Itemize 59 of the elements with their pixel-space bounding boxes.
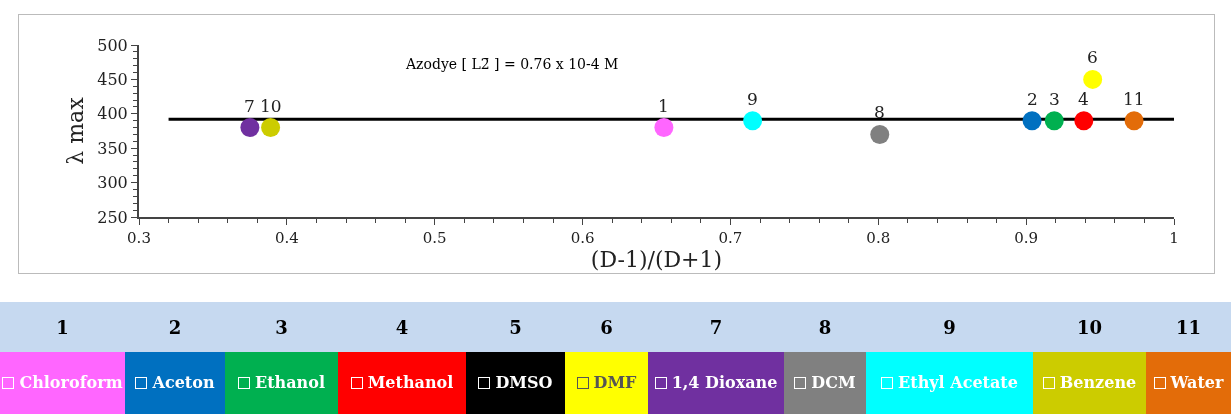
y-axis-title: λ max xyxy=(62,96,88,165)
point xyxy=(240,118,260,138)
text: 8 xyxy=(818,316,832,338)
x-tick-label: 0.8 xyxy=(866,229,891,247)
text: 11 xyxy=(1175,316,1202,338)
annotation: 6 xyxy=(1087,47,1098,67)
annotation: 10 xyxy=(260,96,282,116)
text: 10 xyxy=(1076,316,1103,338)
legend-label: Benzene xyxy=(1059,373,1137,393)
y-tick-label: 250 xyxy=(97,207,128,227)
legend-label: Chloroform xyxy=(19,373,123,393)
y-tick-label: 400 xyxy=(97,104,128,124)
text: 2 xyxy=(168,316,182,338)
point xyxy=(1083,69,1103,89)
text: 1 xyxy=(56,316,69,338)
x-tick-label: 0.3 xyxy=(127,229,151,247)
annotation: 8 xyxy=(874,102,885,122)
legend-label: DMSO xyxy=(495,373,553,393)
point xyxy=(743,111,763,131)
text: 6 xyxy=(600,316,613,338)
annotation: 3 xyxy=(1049,89,1060,109)
x-tick-label: 0.7 xyxy=(718,229,743,247)
y-tick-label: 450 xyxy=(97,70,128,89)
legend-label: Water xyxy=(1170,373,1224,393)
legend-label: DCM xyxy=(811,373,856,393)
point xyxy=(261,118,281,138)
y-tick-label: 300 xyxy=(97,173,128,193)
legend-label: Aceton xyxy=(152,373,215,393)
y-tick-label: 350 xyxy=(97,138,128,158)
point xyxy=(1044,111,1064,131)
legend-label: Methanol xyxy=(367,373,454,393)
point xyxy=(1124,111,1144,131)
annotation: 4 xyxy=(1078,89,1089,109)
text: 5 xyxy=(466,302,565,352)
point xyxy=(654,118,674,138)
annotation: 11 xyxy=(1123,89,1145,109)
x-tick-label: 0.4 xyxy=(274,229,299,247)
text: 9 xyxy=(943,316,956,338)
point xyxy=(1074,111,1094,131)
legend-label: Ethanol xyxy=(255,373,325,393)
text: 7 xyxy=(709,316,723,338)
annotation: 9 xyxy=(747,89,758,109)
legend-label: Ethyl Acetate xyxy=(898,373,1018,393)
y-tick-label: 500 xyxy=(97,35,128,55)
annotation: 2 xyxy=(1027,89,1038,109)
legend-label: DMF xyxy=(593,373,637,393)
x-axis-title: (D-1)/(D+1) xyxy=(590,247,723,272)
annotation: 7 xyxy=(244,96,255,116)
x-tick-label: 0.5 xyxy=(422,229,447,247)
text: 4 xyxy=(395,316,409,338)
text: 3 xyxy=(275,316,288,338)
x-tick-label: 0.9 xyxy=(1014,229,1039,247)
x-tick-label: 0.6 xyxy=(570,229,595,247)
point xyxy=(870,124,890,144)
annotation: 1 xyxy=(658,96,669,116)
point xyxy=(1022,111,1042,131)
legend-label: 1,4 Dioxane xyxy=(671,373,778,393)
x-tick-label: 1 xyxy=(1169,229,1179,247)
text: Azodye [ L2̄ ] = 0.76 x 10-4 M xyxy=(405,56,619,72)
